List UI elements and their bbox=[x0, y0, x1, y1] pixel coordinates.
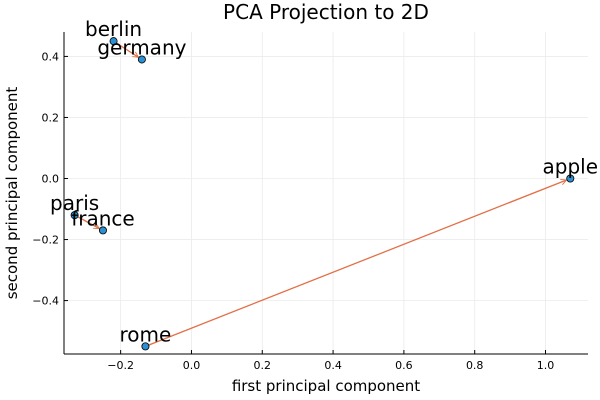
x-tick-label: 1.0 bbox=[537, 359, 555, 372]
point-label-rome: rome bbox=[120, 322, 172, 346]
x-tick-label: 0.8 bbox=[466, 359, 484, 372]
point-apple bbox=[566, 174, 575, 183]
point-label-paris: paris bbox=[50, 191, 99, 215]
arrow-rome-to-apple bbox=[145, 180, 566, 347]
x-tick-label: 0.0 bbox=[183, 359, 201, 372]
x-axis-label: first principal component bbox=[232, 377, 420, 395]
point-label-germany: germany bbox=[97, 35, 186, 59]
x-tick-label: −0.2 bbox=[107, 359, 134, 372]
point-label-france: france bbox=[71, 206, 135, 230]
x-tick-label: 0.4 bbox=[324, 359, 342, 372]
point-germany bbox=[137, 55, 146, 64]
arrow-berlin-to-germany bbox=[113, 40, 139, 57]
arrows-layer bbox=[74, 40, 567, 347]
ticks-layer: −0.2 0.0 0.2 0.4 0.6 0.8 1.0 −0.4 −0.2 0.0 0.2 0.4 bbox=[32, 50, 554, 372]
arrow-paris-to-france bbox=[74, 214, 100, 230]
x-tick-label: 0.6 bbox=[395, 359, 413, 372]
y-tick-label: 0.4 bbox=[42, 50, 60, 63]
y-tick-label: 0.2 bbox=[42, 111, 60, 124]
point-berlin bbox=[109, 37, 118, 46]
chart-title: PCA Projection to 2D bbox=[223, 0, 429, 24]
point-france bbox=[98, 226, 107, 235]
x-tick-label: 0.2 bbox=[254, 359, 272, 372]
axes-layer bbox=[63, 32, 588, 355]
point-rome bbox=[141, 342, 150, 351]
y-tick-label: 0.0 bbox=[42, 173, 60, 186]
grid-layer bbox=[64, 32, 588, 354]
y-axis-label: second principal component bbox=[3, 87, 21, 300]
y-tick-label: −0.2 bbox=[32, 234, 59, 247]
y-tick-label: −0.4 bbox=[32, 295, 59, 308]
point-label-apple: apple bbox=[543, 155, 599, 179]
points-layer bbox=[70, 37, 575, 351]
point-label-berlin: berlin bbox=[85, 17, 142, 41]
point-paris bbox=[70, 211, 79, 220]
